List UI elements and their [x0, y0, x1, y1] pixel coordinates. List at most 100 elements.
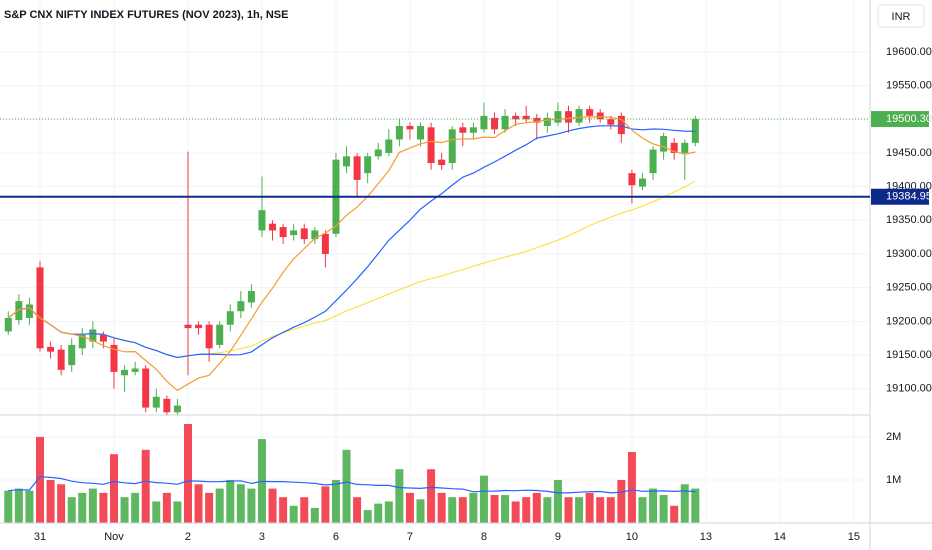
candle-body [638, 178, 646, 187]
volume-bar [627, 452, 636, 523]
candle-body [681, 142, 689, 153]
volume-bar [236, 484, 245, 523]
volume-bar [490, 495, 499, 523]
candle-body [290, 230, 298, 236]
candle-body [628, 173, 636, 186]
candle-body [216, 324, 224, 345]
volume-bar [99, 492, 108, 523]
volume-bar [14, 488, 23, 523]
candle-body [258, 210, 266, 231]
candle-body [670, 142, 678, 153]
volume-bar [46, 479, 55, 523]
candle-body [459, 127, 467, 133]
volume-bar [596, 497, 605, 523]
x-tick-label: 10 [626, 531, 638, 543]
volume-bar [131, 492, 140, 523]
candle-body [353, 156, 361, 180]
volume-bar [427, 469, 436, 523]
candle-body [395, 125, 403, 140]
level-label-box [871, 188, 929, 205]
y-tick-label: 19300.00 [886, 248, 932, 260]
candle-body [237, 301, 245, 312]
candle-body [89, 329, 97, 342]
x-tick-label: 3 [259, 531, 265, 543]
x-tick-label: 9 [555, 531, 561, 543]
candle-body [36, 267, 44, 349]
moving-average-fast [7, 116, 696, 392]
volume-tick-label: 2M [886, 431, 901, 443]
candle-body [99, 334, 107, 342]
candle-body [607, 119, 615, 125]
candle-body [438, 159, 446, 166]
currency-button[interactable] [877, 4, 925, 28]
volume-bar [543, 497, 552, 523]
x-tick-label: 2 [185, 531, 191, 543]
volume-bar [564, 497, 573, 523]
volume-bar [680, 484, 689, 523]
y-tick-label: 19350.00 [886, 214, 932, 226]
volume-bar [363, 510, 372, 523]
x-tick-label: 31 [34, 531, 46, 543]
candle-body [469, 127, 477, 133]
volume-bar [638, 497, 647, 523]
candle-body [78, 334, 86, 349]
x-tick-label: 13 [700, 531, 712, 543]
candle-body [575, 109, 583, 123]
volume-bar [141, 449, 150, 523]
volume-bar [331, 479, 340, 523]
candle-body [522, 115, 530, 120]
candle-body [279, 227, 287, 238]
candle-body [57, 349, 65, 370]
candle-body [501, 115, 509, 130]
volume-bar [152, 501, 161, 523]
volume-bar [247, 488, 256, 523]
volume-bar [469, 492, 478, 523]
y-tick-label: 19550.00 [886, 79, 932, 91]
currency[interactable]: INR [892, 11, 911, 23]
volume-bar [310, 507, 319, 523]
candle-body [184, 324, 192, 329]
candle-body [406, 125, 414, 130]
volume-bar [374, 503, 383, 523]
candle-body [68, 344, 76, 366]
last-price-label: 19500.30 [886, 113, 932, 125]
candle-body [364, 156, 372, 174]
candle-body [110, 344, 118, 372]
volume-bar [553, 479, 562, 523]
volume-bar [342, 449, 351, 523]
candle-body [300, 228, 308, 240]
candle-body [152, 396, 160, 408]
volume-bar [353, 497, 362, 523]
volume-bar [120, 497, 129, 523]
volume-bar [109, 454, 118, 523]
x-tick-label: 8 [481, 531, 487, 543]
candle-body [173, 405, 181, 413]
candle-body [565, 111, 572, 123]
candle-body [163, 398, 171, 413]
candle-body [205, 324, 213, 349]
candle-body [385, 139, 393, 153]
candle-body [448, 129, 456, 164]
volume-bar [162, 492, 171, 523]
volume-bar [67, 497, 76, 523]
volume-bar [617, 479, 626, 523]
volume-bar [226, 479, 235, 523]
volume-bar [395, 469, 404, 523]
candle-body [269, 223, 277, 231]
candle-body [321, 233, 329, 254]
candle-body [480, 115, 488, 130]
candle-body [660, 136, 668, 152]
candle-body [131, 368, 139, 372]
volume-bar [479, 475, 488, 523]
volume-bar [691, 488, 700, 523]
y-tick-label: 19600.00 [886, 46, 932, 58]
level-label: 19384.95 [886, 191, 932, 203]
volume-moving-average [8, 476, 696, 494]
candle-body [586, 109, 594, 116]
candle-body [617, 115, 625, 135]
volume-tick-label: 1M [886, 474, 901, 486]
candle-body [15, 301, 23, 321]
volume-bar [205, 492, 214, 523]
